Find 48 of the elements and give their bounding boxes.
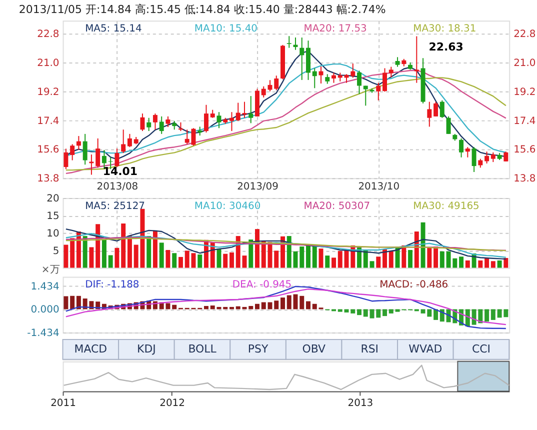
text: PSY bbox=[248, 342, 268, 356]
y-axis-title: ×万 bbox=[41, 264, 60, 276]
x-tick-label: 2013 bbox=[348, 398, 374, 409]
text: BOLL bbox=[188, 342, 218, 356]
y-tick-label: 22.8 bbox=[37, 29, 60, 40]
text: MA20: 17.53 bbox=[304, 24, 367, 35]
y-tick-label: 21.0 bbox=[37, 58, 60, 69]
series-label: DIF: -1.188 bbox=[85, 280, 140, 291]
text: MA10: 30460 bbox=[194, 200, 261, 212]
text: MA10: 15.40 bbox=[194, 24, 258, 35]
y-tick-label: 5 bbox=[52, 246, 60, 257]
y2-tick-label: 17.4 bbox=[514, 116, 536, 127]
x-tick-label: 2013/08 bbox=[96, 182, 138, 193]
y-tick-label: -1.434 bbox=[27, 328, 60, 340]
series-label: MACD: -0.486 bbox=[380, 280, 448, 291]
text: MACD bbox=[74, 342, 108, 356]
y-tick-label: 10 bbox=[46, 228, 60, 240]
text: MA5: 15.14 bbox=[85, 24, 142, 35]
text: CCI bbox=[472, 342, 490, 356]
x-tick-label: 2011 bbox=[50, 398, 76, 409]
y-tick-label: 19.2 bbox=[37, 86, 60, 98]
y2-tick-label: 13.8 bbox=[514, 174, 536, 185]
annotation: 14.01 bbox=[102, 164, 138, 178]
text: WVAD bbox=[408, 342, 442, 356]
text: MA30: 18.31 bbox=[413, 24, 476, 35]
y-tick-label: 13.8 bbox=[37, 174, 60, 185]
y2-tick-label: 22.8 bbox=[514, 29, 536, 40]
y-tick-label: 0.000 bbox=[30, 304, 60, 316]
y2-tick-label: 21.0 bbox=[514, 58, 536, 69]
y2-tick-label: 19.2 bbox=[514, 86, 536, 98]
y-tick-label: 15.6 bbox=[37, 144, 60, 156]
text: KDJ bbox=[137, 342, 156, 356]
x-tick-label: 2013/09 bbox=[237, 182, 278, 193]
y-tick-label: 17.4 bbox=[37, 116, 60, 127]
series-label: DEA: -0.945 bbox=[232, 280, 292, 291]
text: RSI bbox=[360, 342, 379, 356]
annotation: 22.63 bbox=[428, 40, 464, 54]
text: OBV bbox=[302, 342, 326, 356]
x-tick-label: 2012 bbox=[160, 398, 185, 409]
text: MA20: 50307 bbox=[304, 200, 370, 212]
chart-title: 2013/11/05 开:14.84 高:15.45 低:14.84 收:15.40 量:28443 幅:2.74% bbox=[18, 2, 386, 16]
y2-tick-label: 15.6 bbox=[514, 144, 536, 156]
y-tick-label: 1.434 bbox=[30, 281, 60, 292]
text: MA30: 49165 bbox=[413, 200, 480, 212]
y-tick-label: 15 bbox=[46, 210, 60, 222]
y-tick-label: 20 bbox=[46, 194, 60, 205]
series-label: MA5: 25127 bbox=[85, 200, 146, 212]
x-tick-label: 2013/10 bbox=[358, 182, 400, 193]
